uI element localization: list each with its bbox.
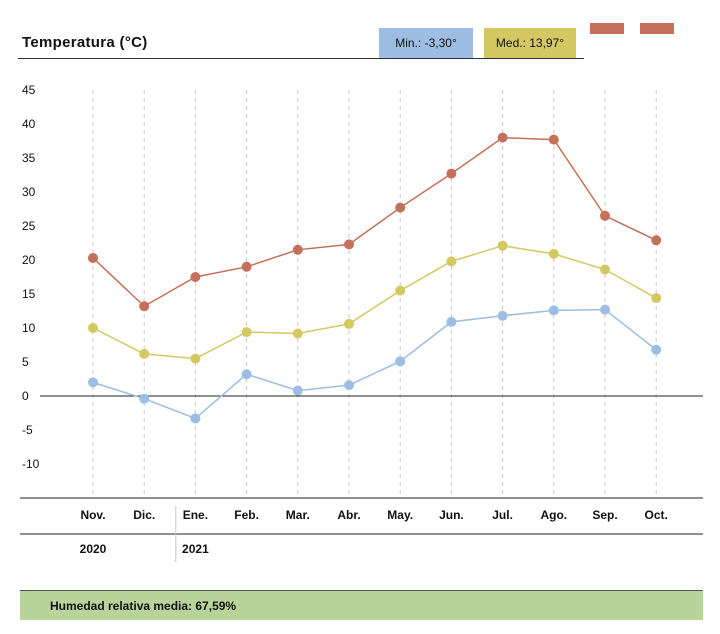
x-tick-label-5: Abr. <box>337 508 360 522</box>
y-tick-label: 35 <box>22 151 36 165</box>
data-point-0-8 <box>497 132 508 143</box>
data-point-2-0 <box>88 377 98 388</box>
data-point-0-9 <box>548 134 559 145</box>
min-temperature-badge: Min.: -3,30° <box>379 28 473 58</box>
chart-title: Temperatura (°C) <box>22 34 148 51</box>
data-point-0-4 <box>292 244 303 255</box>
data-point-2-11 <box>651 344 662 355</box>
y-tick-label: 30 <box>22 185 36 199</box>
year-label-2020: 2020 <box>80 542 107 556</box>
data-point-2-8 <box>497 310 508 321</box>
series-line-2 <box>92 308 657 420</box>
data-point-0-6 <box>395 202 406 213</box>
y-tick-label: 15 <box>22 287 36 301</box>
y-tick-label: 25 <box>22 219 36 233</box>
humidity-footer-bar: Humedad relativa media: 67,59% <box>20 590 703 620</box>
mean-temperature-badge: Med.: 13,97° <box>484 28 576 58</box>
data-point-1-6 <box>395 285 406 296</box>
data-point-2-10 <box>600 304 610 315</box>
x-tick-label-2: Ene. <box>183 508 208 522</box>
legend-swatch-max <box>590 23 624 34</box>
y-tick-label: -5 <box>22 423 33 437</box>
data-point-2-9 <box>548 305 559 316</box>
x-tick-label-11: Oct. <box>645 508 668 522</box>
data-point-1-2 <box>190 353 201 364</box>
data-point-2-2 <box>190 413 201 424</box>
series-line-1 <box>92 244 657 360</box>
data-point-1-4 <box>292 328 303 339</box>
x-tick-label-4: Mar. <box>286 508 310 522</box>
x-tick-label-3: Feb. <box>234 508 259 522</box>
y-tick-label: 10 <box>22 321 36 335</box>
data-point-0-1 <box>139 301 150 312</box>
y-tick-label: 45 <box>22 83 36 97</box>
x-tick-label-8: Jul. <box>492 508 513 522</box>
data-point-1-0 <box>88 323 98 333</box>
data-point-2-6 <box>395 356 406 367</box>
x-tick-label-7: Jun. <box>439 508 464 522</box>
data-point-1-3 <box>241 327 252 338</box>
y-tick-label: -10 <box>22 457 40 471</box>
x-tick-label-6: May. <box>387 508 413 522</box>
data-point-1-5 <box>344 318 354 329</box>
data-point-1-11 <box>651 293 662 304</box>
data-point-0-0 <box>88 252 98 263</box>
data-point-2-1 <box>139 393 150 404</box>
data-point-0-5 <box>344 239 354 250</box>
title-divider <box>18 58 584 59</box>
data-point-1-7 <box>446 256 457 267</box>
y-tick-label: 20 <box>22 253 36 267</box>
x-tick-label-10: Sep. <box>592 508 617 522</box>
x-tick-label-9: Ago. <box>540 508 567 522</box>
data-point-2-5 <box>344 380 354 391</box>
data-point-1-9 <box>548 248 559 259</box>
data-point-1-1 <box>139 348 150 359</box>
series-line-0 <box>92 136 657 308</box>
y-tick-label: 40 <box>22 117 36 131</box>
data-point-2-4 <box>292 385 303 396</box>
data-point-0-10 <box>600 210 610 221</box>
data-point-0-3 <box>241 261 252 272</box>
data-point-0-2 <box>190 272 201 282</box>
data-point-2-7 <box>446 316 457 327</box>
y-tick-label: 0 <box>22 389 29 403</box>
x-tick-label-1: Dic. <box>133 508 155 522</box>
temperature-line-chart: -10 -5 0 5 10 15 20 25 30 35 40 45 Nov. Dic. Ene. Feb. M… <box>20 83 703 562</box>
year-label-2021: 2021 <box>182 542 209 556</box>
legend-swatch-max-2 <box>640 23 674 34</box>
y-tick-label: 5 <box>22 355 29 369</box>
data-point-2-3 <box>241 369 252 380</box>
data-point-0-7 <box>446 168 457 179</box>
x-tick-label-0: Nov. <box>80 508 105 522</box>
data-point-1-10 <box>600 264 610 275</box>
data-point-0-11 <box>651 235 662 246</box>
data-point-1-8 <box>497 240 508 251</box>
